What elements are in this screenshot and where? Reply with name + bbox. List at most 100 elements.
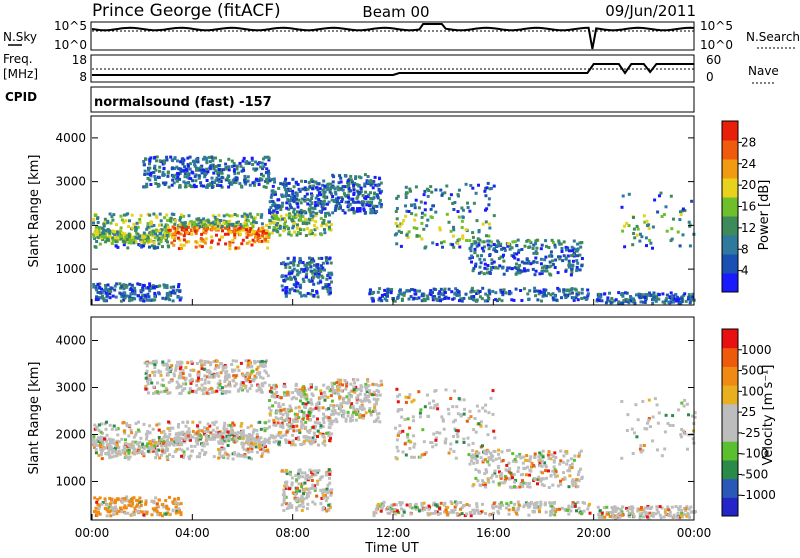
power-cell	[224, 233, 227, 236]
power-cell	[395, 210, 398, 213]
power-cell	[480, 254, 483, 257]
power-cell	[240, 242, 243, 245]
power-cell	[290, 206, 293, 209]
power-cell	[311, 194, 314, 197]
power-cell	[526, 257, 529, 260]
nsky-trace	[92, 24, 694, 49]
velocity-cell	[117, 497, 120, 500]
power-cell	[565, 289, 568, 292]
velocity-cell	[204, 382, 207, 385]
power-cell	[200, 233, 203, 236]
power-cell	[176, 289, 179, 292]
power-cell	[436, 243, 439, 246]
velocity-cell	[298, 406, 301, 409]
power-cell	[658, 194, 661, 197]
power-cell	[279, 227, 282, 230]
power-cell	[554, 266, 557, 269]
power-cell	[100, 288, 103, 291]
power-cell	[99, 243, 102, 246]
power-cell	[304, 211, 307, 214]
power-cell	[263, 185, 266, 188]
power-cell	[208, 156, 211, 159]
power-cell	[296, 192, 299, 195]
velocity-cell	[116, 433, 119, 436]
power-cell	[381, 294, 384, 297]
power-cell	[182, 161, 185, 164]
velocity-cell	[231, 431, 234, 434]
velocity-cell	[335, 381, 338, 384]
power-cell	[439, 299, 442, 302]
power-cell	[318, 182, 321, 185]
power-cell	[474, 248, 477, 251]
velocity-cell	[342, 401, 345, 404]
velocity-cell	[283, 495, 286, 498]
velocity-cell	[315, 386, 318, 389]
velocity-cell	[162, 384, 165, 387]
velocity-cell	[349, 383, 352, 386]
velocity-cell	[116, 444, 119, 447]
velocity-cell	[375, 402, 378, 405]
velocity-cell	[257, 360, 260, 363]
velocity-cell	[244, 387, 247, 390]
velocity-cell	[221, 386, 224, 389]
power-cell	[127, 225, 130, 228]
velocity-cell	[154, 441, 157, 444]
power-cell	[177, 173, 180, 176]
velocity-cell	[206, 442, 209, 445]
power-cell	[311, 219, 314, 222]
power-cell	[154, 177, 157, 180]
velocity-cell	[329, 404, 332, 407]
power-cell	[300, 180, 303, 183]
velocity-cell	[296, 413, 299, 416]
power-cell	[304, 218, 307, 221]
velocity-cell	[336, 404, 339, 407]
velocity-cell	[297, 438, 300, 441]
velocity-cell	[138, 441, 141, 444]
velocity-cell	[191, 449, 194, 452]
power-cell	[574, 288, 577, 291]
power-cell	[571, 287, 574, 290]
power-cell	[228, 223, 231, 226]
power-cell	[319, 210, 322, 213]
velocity-cell	[172, 509, 175, 512]
power-cell	[406, 191, 409, 194]
power-cell	[518, 264, 521, 267]
power-cell	[292, 215, 295, 218]
velocity-cell	[215, 421, 218, 424]
power-cell	[290, 272, 293, 275]
velocity-cell	[289, 473, 292, 476]
velocity-cell	[329, 389, 332, 392]
power-cell	[265, 229, 268, 232]
power-cell	[579, 268, 582, 271]
power-cell	[575, 259, 578, 262]
velocity-cell	[294, 406, 297, 409]
velocity-cell	[355, 397, 358, 400]
power-cell	[304, 200, 307, 203]
velocity-cell	[243, 384, 246, 387]
power-cell	[218, 180, 221, 183]
velocity-cell	[329, 426, 332, 429]
power-cell	[98, 228, 101, 231]
velocity-cell	[227, 431, 230, 434]
power-cell	[461, 226, 464, 229]
power-cell	[292, 225, 295, 228]
power-cell	[581, 288, 584, 291]
power-cell	[308, 210, 311, 213]
power-cell	[544, 239, 547, 242]
velocity-cell	[247, 448, 250, 451]
power-cell	[488, 197, 491, 200]
power-cell	[169, 219, 172, 222]
velocity-cell	[319, 389, 322, 392]
power-cell	[149, 156, 152, 159]
power-cell	[281, 205, 284, 208]
power-cell	[677, 231, 680, 234]
velocity-cell	[314, 421, 317, 424]
velocity-cell	[332, 392, 335, 395]
power-cell	[648, 227, 651, 230]
velocity-cell	[191, 421, 194, 424]
velocity-cell	[261, 384, 264, 387]
velocity-cell	[191, 390, 194, 393]
y-tick-label: 4000	[55, 131, 86, 145]
velocity-cell	[120, 499, 123, 502]
velocity-cell	[223, 425, 226, 428]
